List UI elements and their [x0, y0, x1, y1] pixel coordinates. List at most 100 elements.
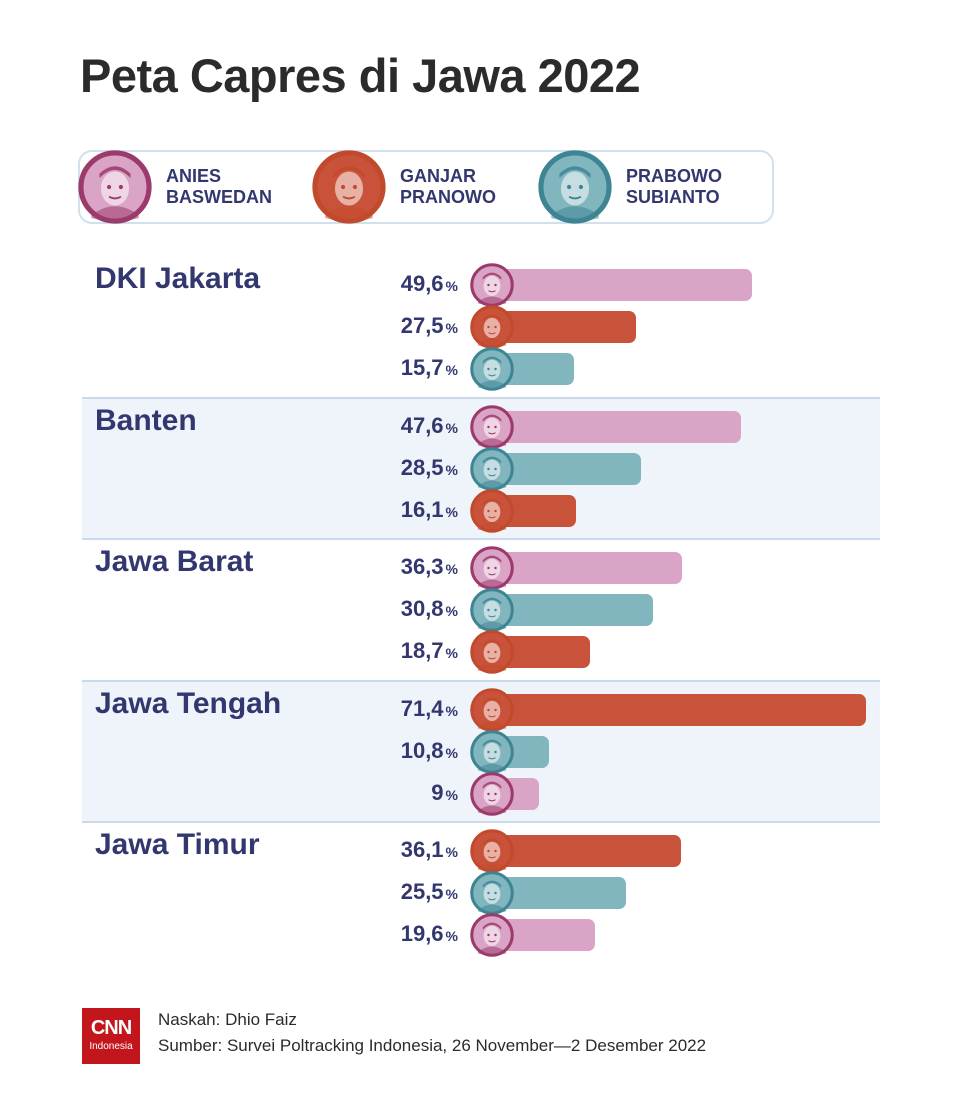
group-separator [82, 679, 880, 682]
value-unit: % [445, 320, 458, 336]
value-unit: % [445, 278, 458, 294]
chart-area: DKI Jakarta 49,6% 27,5% 15,7% Banten 47,6% 28,… [0, 255, 960, 965]
cnn-indonesia-logo: CNN Indonesia [82, 1008, 140, 1064]
value-unit: % [445, 702, 458, 719]
value-number: 9 [431, 779, 444, 805]
bar-ganjar [492, 693, 866, 726]
bar-face-prabowo [470, 588, 514, 632]
value-label: 71,4% [338, 696, 458, 722]
prabowo-portrait-icon [470, 588, 514, 632]
bar-face-anies [470, 771, 514, 816]
region-label: DKI Jakarta [95, 262, 261, 295]
anies-portrait-icon [78, 150, 152, 224]
value-number: 30,8 [400, 596, 444, 621]
bar-ganjar [492, 835, 682, 867]
value-label: 15,7% [338, 355, 458, 381]
value-unit: % [445, 362, 458, 378]
region-label: Jawa Tengah [95, 686, 282, 720]
legend: ANIES BASWEDAN GANJAR PRANOWO PRABOWO SUBIANT… [78, 150, 774, 224]
bar-face-prabowo [470, 871, 514, 915]
value-number: 10,8 [400, 737, 444, 763]
prabowo-portrait-icon [470, 347, 514, 391]
value-number: 28,5 [400, 454, 444, 480]
value-number: 15,7 [400, 355, 444, 380]
bar-face-ganjar [470, 630, 514, 674]
bar-face-anies [470, 404, 514, 449]
value-unit: % [445, 603, 458, 619]
bar-face-prabowo [470, 446, 514, 491]
bar-anies [492, 269, 752, 301]
value-number: 18,7 [400, 638, 444, 663]
value-label: 30,8% [338, 596, 458, 622]
legend-label-prabowo: PRABOWO SUBIANTO [626, 166, 722, 208]
value-unit: % [445, 645, 458, 661]
source-credit: Sumber: Survei Poltracking Indonesia, 26… [158, 1036, 707, 1055]
bar-face-anies [470, 913, 514, 957]
bar-face-ganjar [470, 829, 514, 873]
value-label: 10,8% [338, 738, 458, 764]
ganjar-portrait-icon [470, 829, 514, 873]
legend-label-line: GANJAR [400, 166, 477, 186]
value-label: 47,6% [338, 413, 458, 439]
prabowo-portrait-icon [538, 150, 612, 224]
ganjar-portrait-icon [470, 488, 514, 533]
value-unit: % [445, 844, 458, 860]
value-unit: % [445, 419, 458, 436]
bar-anies [492, 552, 683, 584]
value-label: 19,6% [338, 921, 458, 947]
region-label: Jawa Timur [95, 828, 260, 861]
value-unit: % [445, 561, 458, 577]
legend-label-line: ANIES [166, 166, 222, 186]
value-label: 49,6% [338, 271, 458, 297]
author-credit: Naskah: Dhio Faiz [158, 1010, 297, 1029]
ganjar-portrait-icon [470, 687, 514, 732]
value-label: 36,3% [338, 554, 458, 580]
ganjar-portrait-icon [470, 630, 514, 674]
bar-prabowo [492, 452, 642, 485]
legend-face-ganjar [312, 150, 386, 224]
legend-face-prabowo [538, 150, 612, 224]
value-unit: % [445, 928, 458, 944]
ganjar-portrait-icon [312, 150, 386, 224]
logo-main-text: CNN [90, 1017, 132, 1039]
value-label: 18,7% [338, 638, 458, 664]
legend-label-line: SUBIANTO [626, 187, 720, 207]
legend-label-line: PRANOWO [400, 187, 496, 207]
prabowo-portrait-icon [470, 729, 514, 774]
region-label: Jawa Barat [95, 545, 254, 578]
value-number: 19,6 [400, 921, 444, 946]
group-separator [82, 396, 880, 399]
value-label: 27,5% [338, 313, 458, 339]
legend-label-ganjar: GANJAR PRANOWO [400, 166, 496, 208]
legend-label-line: BASWEDAN [166, 187, 272, 207]
value-label: 25,5% [338, 879, 458, 905]
prabowo-portrait-icon [470, 446, 514, 491]
bar-face-prabowo [470, 347, 514, 391]
value-number: 27,5 [400, 313, 444, 338]
bar-face-anies [470, 546, 514, 590]
bar-face-ganjar [470, 305, 514, 349]
bar-anies [492, 410, 742, 443]
anies-portrait-icon [470, 546, 514, 590]
legend-label-line: PRABOWO [626, 166, 722, 186]
value-number: 36,3 [400, 554, 444, 579]
prabowo-portrait-icon [470, 871, 514, 915]
value-number: 36,1 [400, 837, 444, 862]
ganjar-portrait-icon [470, 305, 514, 349]
legend-face-anies [78, 150, 152, 224]
value-number: 49,6 [400, 271, 444, 296]
page-title: Peta Capres di Jawa 2022 [80, 49, 641, 102]
bar-prabowo [492, 594, 654, 626]
value-unit: % [445, 744, 458, 761]
value-unit: % [445, 786, 458, 803]
legend-label-anies: ANIES BASWEDAN [166, 166, 272, 208]
region-label: Banten [95, 403, 197, 437]
bar-face-anies [470, 263, 514, 307]
value-label: 36,1% [338, 837, 458, 863]
logo-sub-text: Indonesia [89, 1041, 133, 1052]
anies-portrait-icon [470, 404, 514, 449]
value-number: 47,6 [400, 412, 444, 438]
value-label: 28,5% [338, 455, 458, 481]
bar-face-ganjar [470, 488, 514, 533]
value-number: 71,4 [400, 695, 444, 721]
